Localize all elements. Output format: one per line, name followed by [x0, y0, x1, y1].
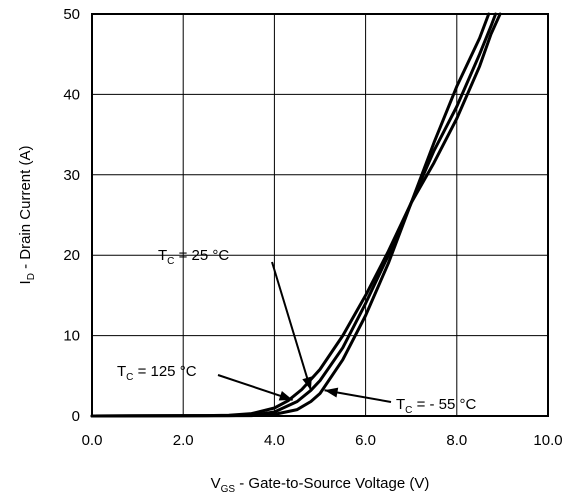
annotation-label-125c: TC = 125 °C: [117, 363, 197, 383]
x-tick-labels: 0.0 2.0 4.0 6.0 8.0 10.0: [82, 432, 563, 449]
y-tick-label: 20: [63, 247, 80, 264]
annotation-arrow-line: [271, 261, 312, 391]
annotations: TC = 25 °C TC = 125 °C TC = - 55 °C: [117, 247, 477, 416]
x-tick-label: 4.0: [264, 432, 285, 449]
annotation-arrowhead: [324, 387, 339, 398]
series-lines: [90, 12, 502, 418]
x-axis-title: VGS - Gate-to-Source Voltage (V): [211, 475, 430, 495]
y-axis-title: ID - Drain Current (A): [17, 146, 37, 285]
series-line-1: [90, 12, 498, 418]
y-tick-labels: 0 10 20 30 40 50: [63, 6, 80, 425]
x-tick-label: 10.0: [533, 432, 562, 449]
plot-area-frame: [91, 13, 549, 417]
annotation-arrow-line: [217, 374, 293, 401]
grid-lines: [91, 13, 549, 417]
annotation-arrowhead: [278, 391, 293, 401]
series-line-0: [90, 12, 502, 418]
x-tick-label: 6.0: [355, 432, 376, 449]
x-tick-label: 8.0: [446, 432, 467, 449]
x-tick-label: 0.0: [82, 432, 103, 449]
series-line-2: [90, 12, 491, 418]
x-tick-label: 2.0: [173, 432, 194, 449]
y-tick-label: 40: [63, 86, 80, 103]
y-tick-label: 50: [63, 6, 80, 23]
annotation-label-25c: TC = 25 °C: [158, 247, 229, 267]
y-tick-label: 10: [63, 328, 80, 345]
annotation-arrowhead: [302, 376, 312, 391]
annotation-label-minus55c: TC = - 55 °C: [396, 396, 477, 416]
y-tick-label: 30: [63, 167, 80, 184]
y-tick-label: 0: [72, 408, 80, 425]
